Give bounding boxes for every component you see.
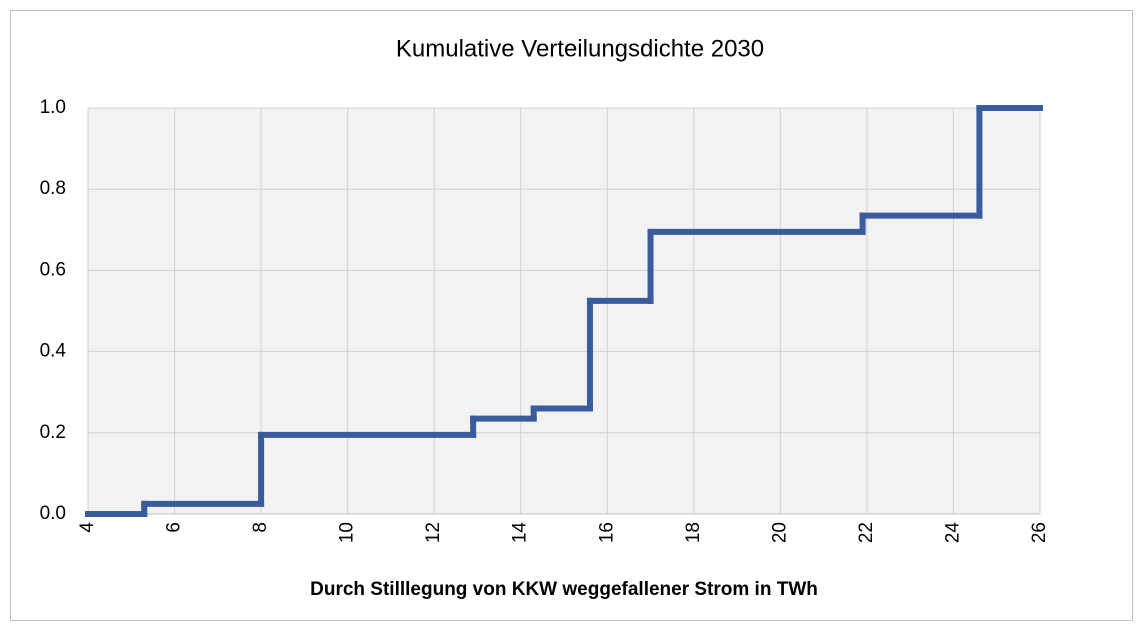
x-tick-label: 6 [164, 522, 185, 533]
x-tick-label: 10 [337, 522, 358, 543]
y-tick-label: 0.0 [40, 503, 66, 524]
plot-area [88, 108, 1040, 514]
x-tick-label: 20 [769, 522, 790, 543]
chart-title: Kumulative Verteilungsdichte 2030 [396, 35, 764, 62]
y-tick-label: 0.4 [40, 341, 67, 362]
x-tick-label: 4 [77, 522, 98, 533]
x-tick-label: 14 [510, 522, 531, 544]
y-tick-label: 0.6 [40, 259, 66, 280]
x-axis-label: Durch Stilllegung von KKW weggefallener … [310, 579, 818, 600]
y-tick-label: 0.2 [40, 422, 66, 443]
y-tick-label: 0.8 [40, 178, 66, 199]
x-tick-label: 16 [596, 522, 617, 543]
x-tick-label: 22 [856, 522, 877, 543]
y-tick-label: 1.0 [40, 97, 66, 118]
x-tick-label: 12 [423, 522, 444, 543]
x-tick-label: 26 [1029, 522, 1050, 543]
x-tick-label: 24 [942, 522, 963, 544]
x-tick-label: 18 [683, 522, 704, 543]
x-tick-label: 8 [250, 522, 271, 533]
